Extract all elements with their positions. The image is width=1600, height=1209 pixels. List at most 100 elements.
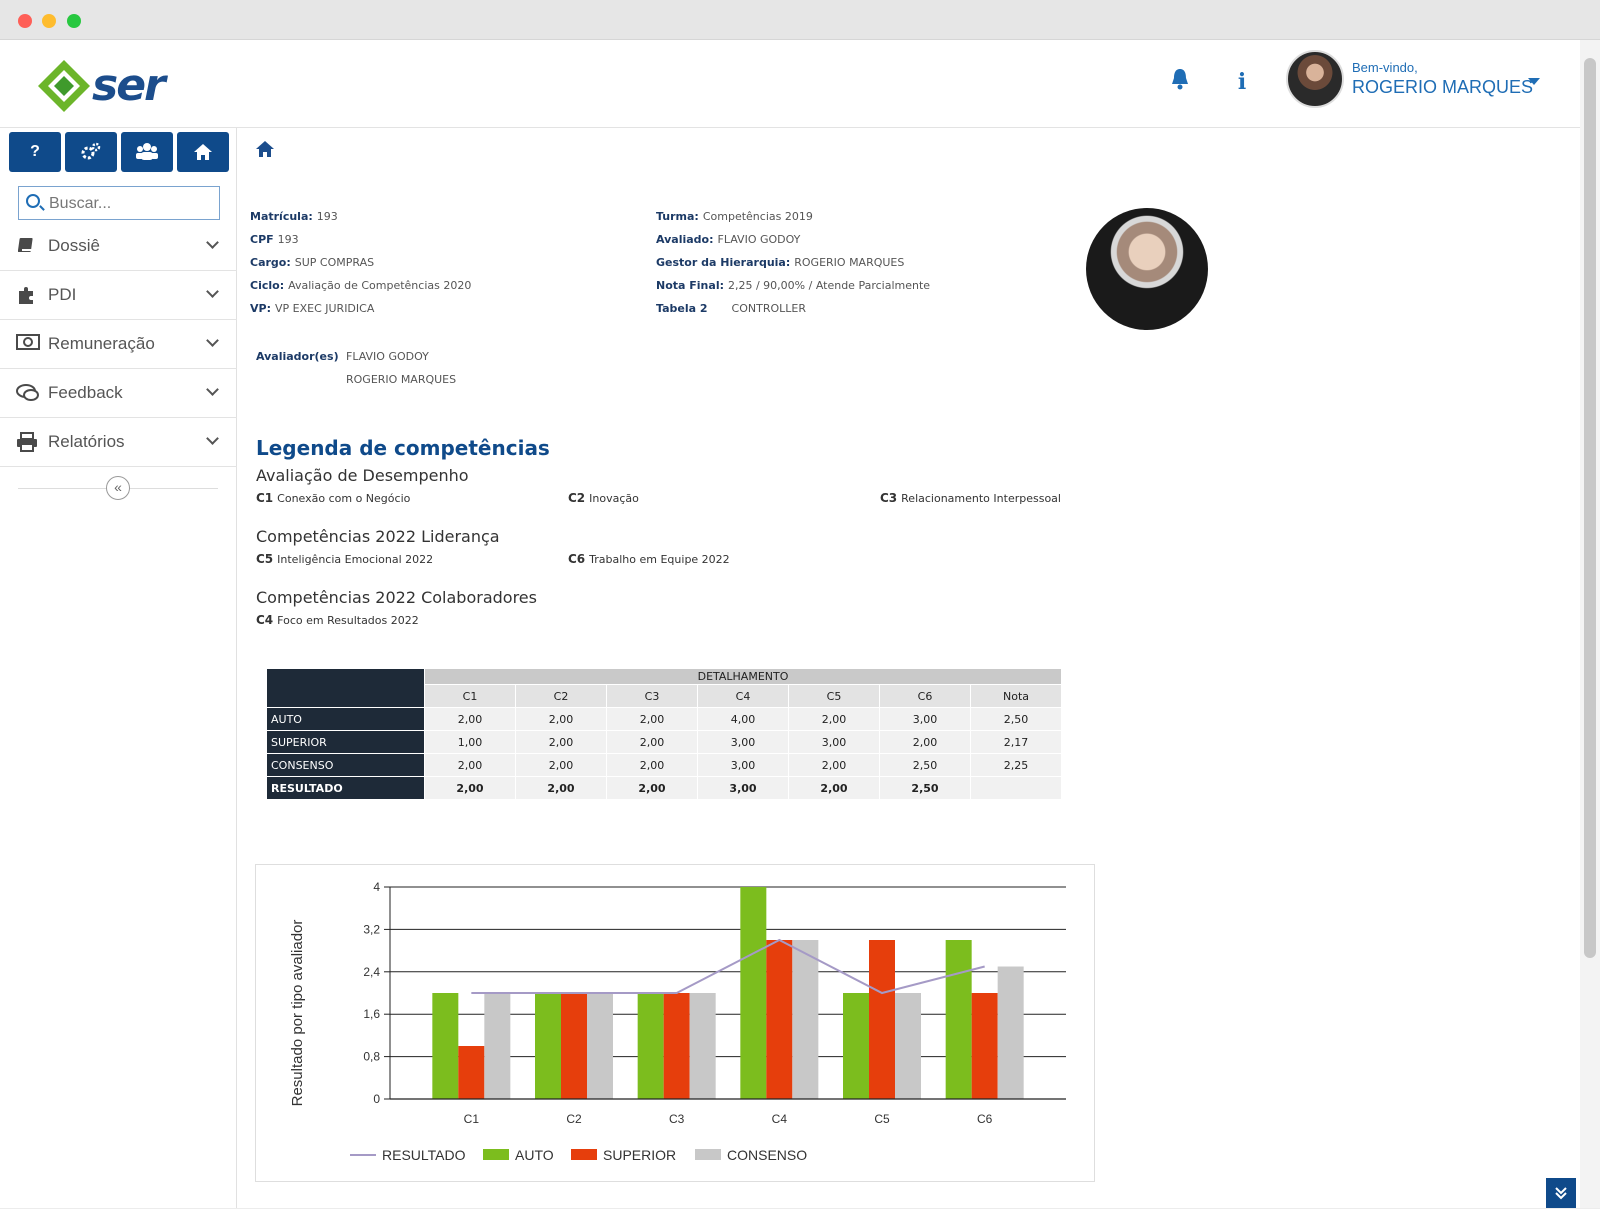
- info-field: Cargo: SUP COMPRAS: [250, 256, 374, 269]
- table-cell: 2,00: [879, 730, 971, 754]
- table-cell: 2,00: [515, 776, 607, 800]
- user-avatar[interactable]: [1286, 50, 1344, 108]
- info-field-value: SUP COMPRAS: [294, 256, 375, 269]
- user-menu-caret-icon[interactable]: [1528, 78, 1540, 85]
- evaluator-name: ROGERIO MARQUES: [346, 373, 457, 386]
- detail-table: DETALHAMENTO C1 C2 C3 C4 C5 C6 Nota AUTO 2,00 2,…: [266, 668, 1062, 800]
- info-field-value: CONTROLLER: [731, 302, 806, 315]
- sidebar-item-dossie[interactable]: Dossiê: [0, 222, 237, 271]
- table-cell: 1,00: [424, 730, 516, 754]
- info-field-value: Competências 2019: [702, 210, 813, 223]
- y-axis-label: Resultado por tipo avaliador: [289, 920, 306, 1107]
- table-cell: 2,50: [879, 753, 971, 777]
- table-cell: 2,00: [515, 730, 607, 754]
- sidebar-item-label: Dossiê: [48, 236, 100, 255]
- bar-auto-c6: [945, 940, 972, 1099]
- main-content: Matrícula: 193 CPF 193 Cargo: SUP COMPRAS Cicl…: [238, 128, 1580, 1208]
- info-field: Matrícula: 193: [250, 210, 338, 223]
- table-cell: 2,00: [515, 707, 607, 731]
- chevron-down-icon: [206, 285, 219, 298]
- sidebar-item-label: PDI: [48, 285, 77, 304]
- breadcrumb-home-icon[interactable]: [256, 140, 276, 160]
- table-cell: 2,50: [879, 776, 971, 800]
- table-row: AUTO 2,00 2,00 2,00 4,00 2,00 3,00 2,50: [266, 707, 1062, 731]
- users-button[interactable]: [121, 132, 173, 172]
- info-field-key: VP:: [250, 302, 271, 315]
- info-field: Tabela 2 CONTROLLER: [656, 302, 806, 315]
- info-field-value: ROGERIO MARQUES: [794, 256, 905, 269]
- info-field-key: Tabela 2: [656, 302, 708, 315]
- chevron-down-icon: [206, 432, 219, 445]
- table-column-header: Nota: [970, 684, 1062, 708]
- y-tick-label: 4: [373, 880, 380, 894]
- bar-superior-c2: [561, 993, 587, 1099]
- info-field-value: 2,25 / 90,00% / Atende Parcialmente: [727, 279, 931, 292]
- chevron-down-icon: [206, 236, 219, 249]
- competency-code: C2: [568, 491, 586, 505]
- competency-code: C3: [880, 491, 898, 505]
- legend-label: SUPERIOR: [603, 1147, 676, 1163]
- bell-icon[interactable]: [1166, 68, 1194, 96]
- x-tick-label: C4: [772, 1112, 788, 1126]
- minimize-window-button[interactable]: [42, 14, 56, 28]
- info-field-key: Cargo:: [250, 256, 291, 269]
- x-tick-label: C5: [874, 1112, 890, 1126]
- search-input[interactable]: [49, 193, 214, 215]
- bar-consenso-c4: [792, 940, 819, 1099]
- home-button[interactable]: [177, 132, 229, 172]
- table-cell: 2,50: [970, 707, 1062, 731]
- bar-auto-c2: [535, 993, 561, 1099]
- sidebar-item-remuneracao[interactable]: Remuneração: [0, 320, 237, 369]
- info-field: VP: VP EXEC JURIDICA: [250, 302, 374, 315]
- bar-auto-c5: [843, 993, 869, 1099]
- info-icon[interactable]: i: [1237, 69, 1247, 95]
- table-row: SUPERIOR 1,00 2,00 2,00 3,00 3,00 2,00 2,17: [266, 730, 1062, 754]
- info-field: Ciclo: Avaliação de Competências 2020: [250, 279, 471, 292]
- table-cell: 2,00: [424, 753, 516, 777]
- evaluators-label: Avaliador(es): [256, 350, 339, 363]
- bar-superior-c5: [869, 940, 895, 1099]
- table-column-header: C1: [424, 684, 516, 708]
- sidebar: ? Dossiê PDI Remuneração: [0, 128, 237, 1208]
- info-field: Gestor da Hierarquia: ROGERIO MARQUES: [656, 256, 904, 269]
- table-column-header: C6: [879, 684, 971, 708]
- ser-logo[interactable]: ser: [36, 58, 176, 114]
- table-row-label: RESULTADO: [266, 776, 425, 800]
- bar-superior-c1: [458, 1046, 485, 1099]
- legend-section-title: Competências 2022 Liderança: [256, 527, 500, 546]
- table-cell: 2,00: [788, 707, 880, 731]
- bar-consenso-c1: [484, 993, 511, 1099]
- collapse-sidebar-button[interactable]: «: [106, 476, 130, 500]
- y-tick-label: 1,6: [363, 1007, 380, 1021]
- settings-button[interactable]: [65, 132, 117, 172]
- sidebar-item-relatorios[interactable]: Relatórios: [0, 418, 237, 467]
- username-label[interactable]: ROGERIO MARQUES: [1352, 77, 1534, 97]
- sidebar-item-pdi[interactable]: PDI: [0, 271, 237, 320]
- scrollbar-thumb[interactable]: [1584, 58, 1596, 958]
- info-field-value: Avaliação de Competências 2020: [288, 279, 472, 292]
- x-tick-label: C3: [669, 1112, 685, 1126]
- competency-item: C2 Inovação: [568, 491, 639, 505]
- info-field-value: 193: [277, 233, 299, 246]
- info-field-key: Gestor da Hierarquia:: [656, 256, 791, 269]
- info-field-value: FLAVIO GODOY: [717, 233, 801, 246]
- competency-item: C1 Conexão com o Negócio: [256, 491, 410, 505]
- competency-code: C6: [568, 552, 586, 566]
- table-cell: 2,00: [606, 707, 698, 731]
- info-field: Nota Final: 2,25 / 90,00% / Atende Parcia…: [656, 279, 930, 292]
- table-column-header: C5: [788, 684, 880, 708]
- y-tick-label: 0: [373, 1092, 380, 1106]
- table-row-label: CONSENSO: [266, 753, 425, 777]
- legend-label: RESULTADO: [382, 1147, 466, 1163]
- maximize-window-button[interactable]: [67, 14, 81, 28]
- bar-auto-c3: [637, 993, 664, 1099]
- scroll-down-button[interactable]: [1546, 1178, 1576, 1208]
- money-icon: [16, 334, 40, 354]
- sidebar-item-feedback[interactable]: Feedback: [0, 369, 237, 418]
- help-button[interactable]: ?: [9, 132, 61, 172]
- competency-name: Foco em Resultados 2022: [277, 614, 419, 627]
- table-cell: 2,00: [424, 776, 516, 800]
- close-window-button[interactable]: [18, 14, 32, 28]
- info-field: Turma: Competências 2019: [656, 210, 813, 223]
- table-column-header: C4: [697, 684, 789, 708]
